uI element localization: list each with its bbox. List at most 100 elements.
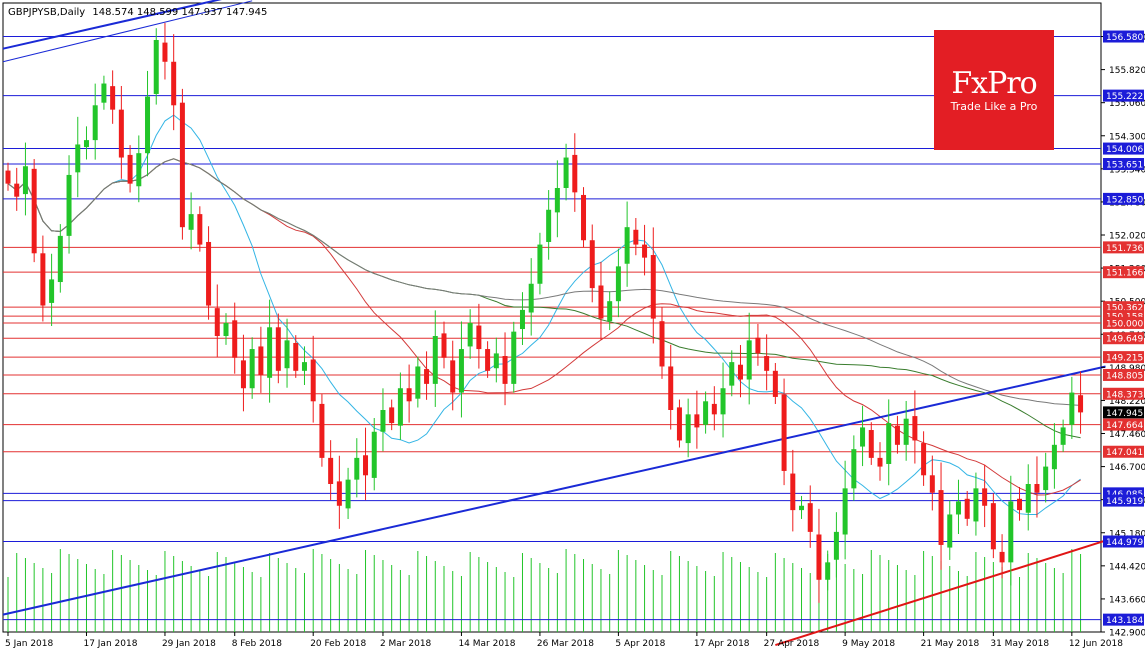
x-tick-label: 27 Apr 2018 xyxy=(764,639,820,649)
blue-trendline-upper-2 xyxy=(2,0,253,63)
y-tick-label: 147.460 xyxy=(1109,430,1145,440)
level-label-bg xyxy=(1103,418,1144,431)
candle-body xyxy=(877,457,883,467)
candle-body xyxy=(136,153,142,187)
candle xyxy=(546,190,552,260)
candle-body xyxy=(240,360,246,389)
x-tick-label: 9 May 2018 xyxy=(842,639,895,649)
candle-body xyxy=(633,229,639,245)
candle xyxy=(772,362,778,404)
x-tick-label: 29 Jan 2018 xyxy=(162,639,216,649)
fxpro-logo: FxPro Trade Like a Pro xyxy=(934,30,1054,150)
candle xyxy=(1051,423,1057,489)
candle-body xyxy=(807,503,813,532)
candle-body xyxy=(964,498,970,519)
candle-body xyxy=(790,473,796,511)
trendlines xyxy=(2,0,1106,647)
candle-body xyxy=(5,170,11,184)
candle-body xyxy=(650,255,656,319)
x-tick-label: 5 Jan 2018 xyxy=(5,639,53,649)
level-label: 154.006 xyxy=(1103,142,1144,155)
candle-body xyxy=(851,449,857,489)
candle-body xyxy=(572,154,578,193)
brand-tagline: Trade Like a Pro xyxy=(950,100,1038,113)
candle xyxy=(214,284,220,358)
candle-body xyxy=(75,144,81,173)
y-tick-label: 155.820 xyxy=(1109,66,1145,76)
candle xyxy=(258,326,264,393)
candle xyxy=(328,440,334,500)
level-label: 149.215 xyxy=(1103,351,1144,364)
level-label-bg xyxy=(1103,368,1144,381)
candle xyxy=(293,335,299,378)
candle-body xyxy=(703,401,709,425)
level-label-bg xyxy=(1103,316,1144,329)
candle xyxy=(75,116,81,198)
candle xyxy=(973,472,979,536)
candle xyxy=(310,335,316,423)
candle-body xyxy=(607,301,613,322)
candle-body xyxy=(685,414,691,444)
candle xyxy=(711,386,717,431)
candle xyxy=(153,28,159,105)
candle xyxy=(589,224,595,303)
candle-body xyxy=(310,359,316,402)
level-label-text: 155.222 xyxy=(1106,92,1143,102)
candle-body xyxy=(519,309,525,330)
ohlc-readout: 148.574 148.599 147.937 147.945 xyxy=(92,7,267,18)
candle xyxy=(162,22,168,80)
x-tick-label: 12 Jun 2018 xyxy=(1069,639,1123,649)
candle xyxy=(938,462,944,570)
candle-body xyxy=(1043,466,1049,491)
level-label-bg xyxy=(1103,192,1144,205)
candle-body xyxy=(467,322,473,347)
level-label-text: 149.215 xyxy=(1106,354,1143,364)
candle xyxy=(22,142,28,216)
candle-body xyxy=(729,362,735,386)
candle xyxy=(633,217,639,256)
candle xyxy=(145,70,151,177)
candle-body xyxy=(1051,444,1057,470)
candle-body xyxy=(921,443,927,476)
candle-body xyxy=(676,407,682,441)
level-label-bg xyxy=(1103,266,1144,279)
candle-body xyxy=(1034,484,1040,493)
candle xyxy=(66,155,72,254)
candle xyxy=(676,399,682,448)
x-tick-label: 21 May 2018 xyxy=(921,639,980,649)
candle-body xyxy=(301,362,307,371)
x-tick-label: 14 Mar 2018 xyxy=(458,639,515,649)
candle-body xyxy=(581,194,587,241)
time-axis: 5 Jan 2018 17 Jan 2018 29 Jan 2018 8 Feb 20… xyxy=(5,632,1123,649)
y-tick-label: 148.980 xyxy=(1109,364,1145,374)
candle xyxy=(816,508,822,603)
candle-body xyxy=(389,407,395,424)
candle xyxy=(363,427,369,501)
y-tick-label: 153.540 xyxy=(1109,165,1145,175)
candle-body xyxy=(659,321,665,367)
candle xyxy=(947,500,953,560)
level-label-bg xyxy=(1103,351,1144,364)
candle-body xyxy=(903,418,909,445)
level-label-text: 150.362 xyxy=(1106,304,1143,314)
candle-body xyxy=(894,425,900,445)
candle-body xyxy=(668,366,674,410)
candle-body xyxy=(720,388,726,415)
candle xyxy=(642,224,648,276)
candle xyxy=(729,350,735,397)
x-tick-label: 17 Jan 2018 xyxy=(83,639,137,649)
blue-trendline-lower xyxy=(2,365,1106,616)
candle xyxy=(502,332,508,406)
candle xyxy=(49,253,55,326)
y-tick-label: 154.300 xyxy=(1109,132,1145,142)
candle xyxy=(40,235,46,322)
candle xyxy=(807,485,813,548)
candle-body xyxy=(267,327,273,378)
candle-body xyxy=(615,266,621,302)
candle xyxy=(354,438,360,498)
candle xyxy=(301,346,307,385)
candle xyxy=(432,310,438,407)
candle-body xyxy=(92,105,98,141)
